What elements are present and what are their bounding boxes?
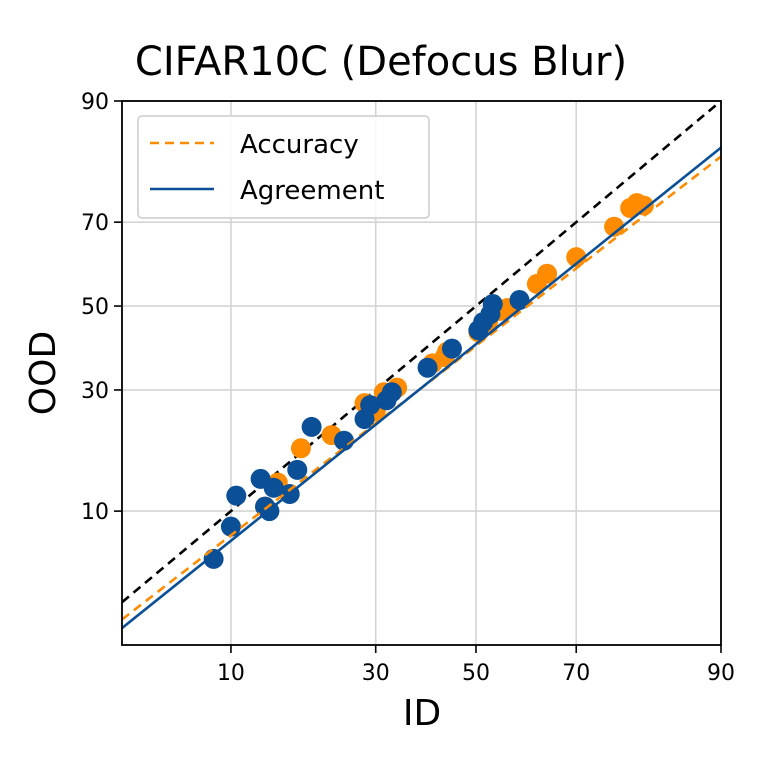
x-tick-label-2: 50 [462,661,490,686]
point-agreement-10 [333,430,354,451]
chart-title: CIFAR10C (Defocus Blur) [135,39,627,85]
data-points [203,193,654,569]
point-accuracy-18 [566,247,587,268]
point-agreement-15 [417,357,438,378]
y-tick-label-4: 90 [81,90,109,115]
point-agreement-14 [381,382,402,403]
x-axis-label: ID [403,693,441,734]
x-tick-label-0: 10 [217,661,245,686]
legend-box [137,115,430,219]
legend: Accuracy Agreement [137,115,430,219]
x-axis-ticks: 10 30 50 70 90 [217,645,735,686]
x-tick-label-4: 90 [707,661,735,686]
x-tick-label-1: 30 [362,661,390,686]
point-agreement-16 [441,338,462,359]
point-agreement-2 [226,485,247,506]
point-agreement-12 [360,395,381,416]
legend-label-accuracy: Accuracy [240,130,359,160]
fit-lines [121,146,722,630]
x-tick-label-3: 70 [562,661,590,686]
legend-label-agreement: Agreement [240,176,384,206]
point-accuracy-17 [537,263,558,284]
y-tick-label-3: 70 [81,211,109,236]
y-axis-ticks: 10 30 50 70 90 [81,90,122,525]
y-tick-label-1: 30 [81,379,109,404]
y-axis-label: OOD [23,331,64,415]
y-tick-label-0: 10 [81,500,109,525]
point-agreement-8 [287,459,308,480]
point-agreement-20 [482,294,503,315]
plot-frame [121,100,722,646]
point-accuracy-2 [290,438,311,459]
y-tick-label-2: 50 [81,295,109,320]
point-accuracy-19 [604,216,625,237]
point-agreement-6 [263,477,284,498]
fit-line-agreement [121,146,722,630]
point-accuracy-22 [633,195,654,216]
axes [121,100,722,646]
point-agreement-9 [301,416,322,437]
